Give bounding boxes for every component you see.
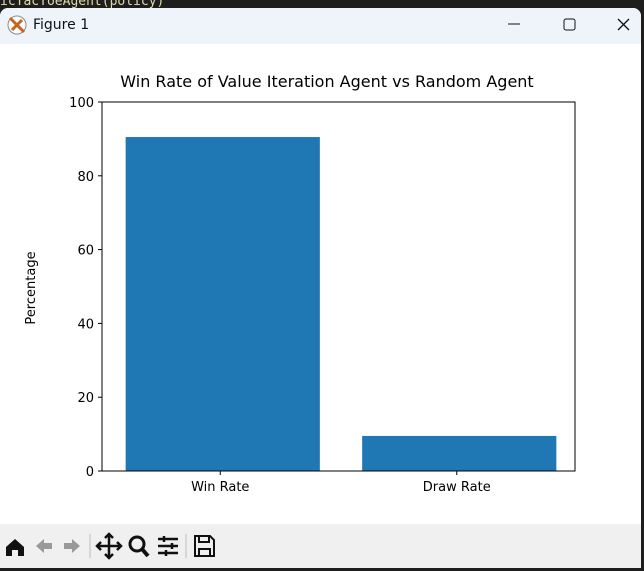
y-axis-label: Percentage — [24, 251, 39, 324]
title-bar: Figure 1 — [0, 8, 641, 44]
y-tick-label: 100 — [69, 96, 94, 111]
bar — [362, 435, 557, 471]
window-title: Figure 1 — [33, 17, 90, 33]
maximize[interactable] — [563, 18, 576, 31]
configure-button[interactable] — [158, 536, 178, 556]
figure-window: Figure 1 Win Rate of Value Iteration Age… — [0, 8, 641, 568]
save-button[interactable] — [194, 535, 215, 557]
app-icon — [7, 15, 27, 35]
back-button[interactable] — [36, 539, 52, 553]
chart-title: Win Rate of Value Iteration Agent vs Ran… — [120, 72, 533, 91]
y-tick-label: 20 — [77, 391, 94, 406]
y-tick-label: 0 — [86, 465, 94, 480]
toolbar — [0, 524, 641, 568]
home-button[interactable] — [6, 539, 24, 556]
plot-frame — [101, 101, 576, 472]
y-tick-label: 40 — [77, 317, 94, 332]
close[interactable] — [617, 18, 630, 31]
forward-button[interactable] — [64, 539, 80, 553]
y-tick-label: 60 — [77, 244, 94, 259]
background-code: icTacToeAgent(policy) — [0, 0, 165, 9]
pan-button[interactable] — [95, 532, 123, 560]
bar — [125, 137, 320, 471]
window-controls[interactable] — [481, 8, 641, 44]
x-tick-label: Draw Rate — [423, 480, 491, 495]
toolbar-icons — [6, 532, 215, 560]
x-tick-label: Win Rate — [191, 480, 249, 495]
chart: Win Rate of Value Iteration Agent vs Ran… — [24, 72, 576, 495]
y-tick-label: 80 — [77, 170, 94, 185]
zoom-button[interactable] — [128, 535, 150, 558]
